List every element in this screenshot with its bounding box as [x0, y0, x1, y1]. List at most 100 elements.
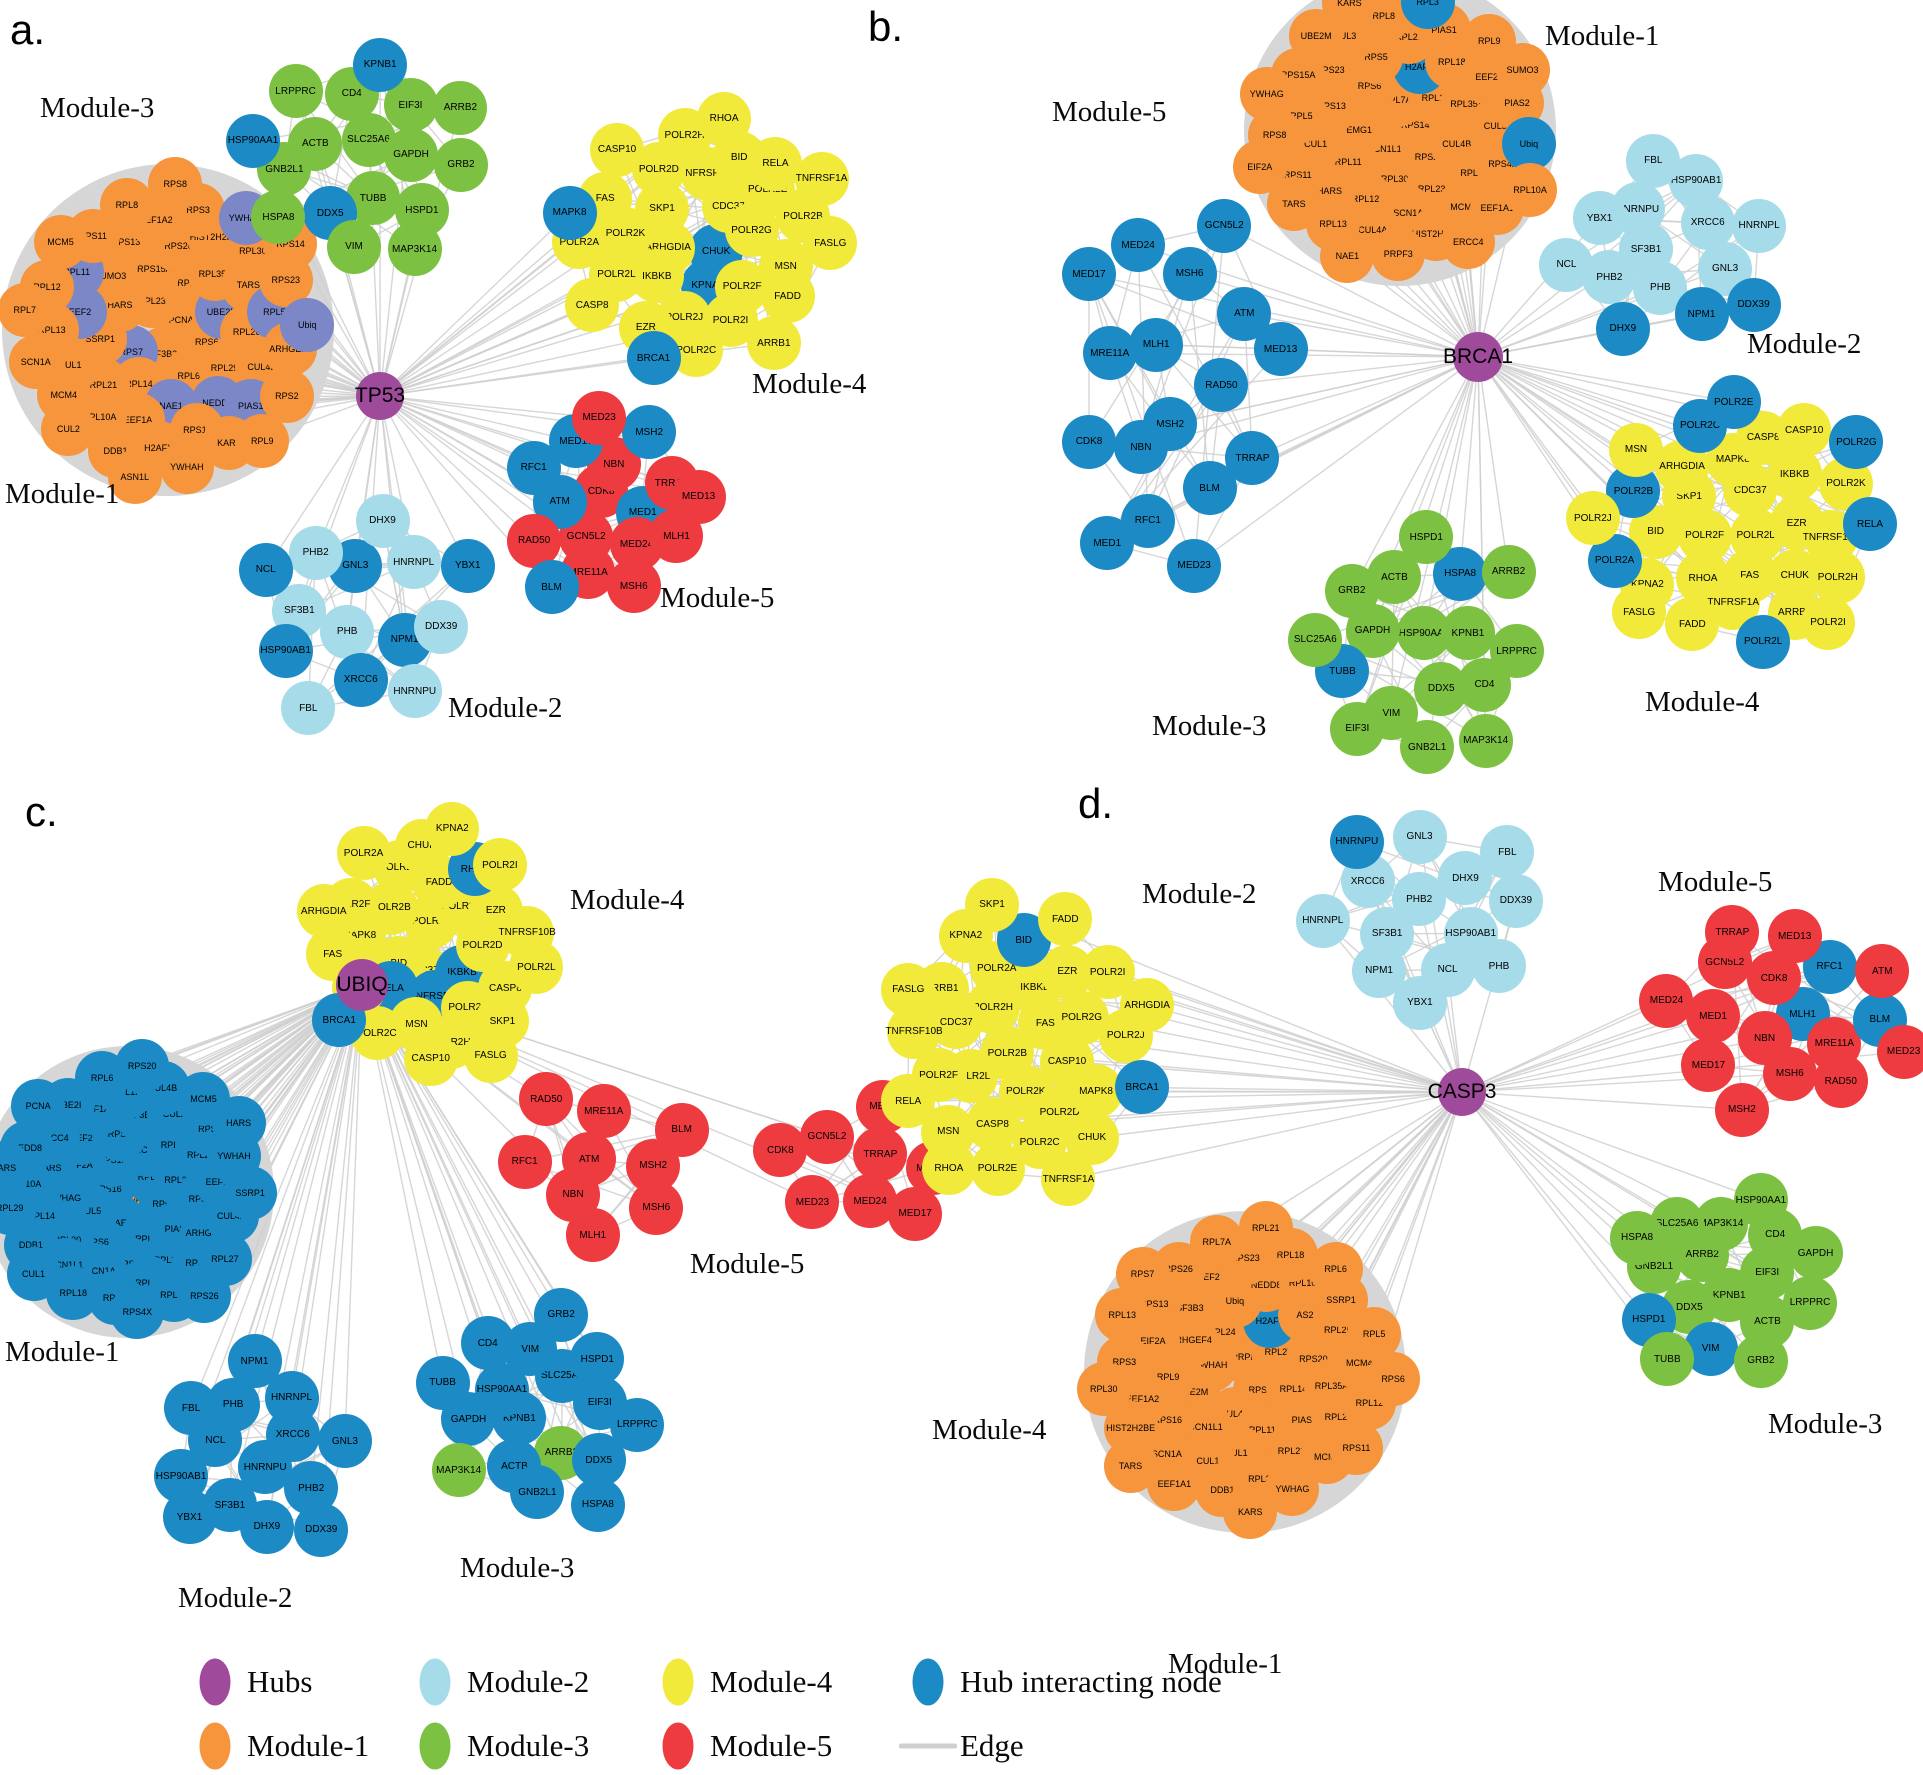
gene-node[interactable]: RAD50 — [507, 513, 562, 568]
gene-node[interactable]: MSH6 — [606, 559, 661, 614]
gene-node[interactable]: RAD50 — [519, 1072, 574, 1127]
gene-node[interactable]: MED1 — [1686, 989, 1741, 1044]
gene-node[interactable]: TARS — [1266, 176, 1321, 231]
gene-node[interactable]: POLR2E — [1706, 375, 1761, 430]
gene-node[interactable]: POLR2J — [1565, 491, 1620, 546]
gene-node[interactable]: MSH6 — [1162, 246, 1217, 301]
gene-node[interactable]: FADD — [760, 269, 815, 324]
gene-node[interactable]: HSPA8 — [1610, 1210, 1665, 1265]
gene-node[interactable]: KPNA2 — [425, 801, 480, 856]
gene-node[interactable]: RPL6 — [1308, 1241, 1363, 1296]
gene-node[interactable]: ERCC4 — [1441, 215, 1496, 270]
gene-node[interactable]: CASP8 — [565, 278, 620, 333]
gene-node[interactable]: RPL7 — [0, 283, 52, 338]
gene-node[interactable]: GAPDH — [384, 127, 439, 182]
gene-node[interactable]: GNB2L1 — [510, 1465, 565, 1520]
gene-node[interactable]: DDX39 — [294, 1502, 349, 1557]
gene-node[interactable]: CASP10 — [1777, 403, 1832, 458]
gene-node[interactable]: FBL — [164, 1381, 219, 1436]
gene-node[interactable]: DHX9 — [355, 493, 410, 548]
gene-node[interactable]: MED13 — [1767, 909, 1822, 964]
gene-node[interactable]: RPL7A — [1189, 1214, 1244, 1269]
gene-node[interactable]: CASP10 — [590, 122, 645, 177]
gene-node[interactable]: RPL10A — [1503, 163, 1558, 218]
gene-node[interactable]: LRPPRC — [268, 64, 323, 118]
gene-node[interactable]: GNL3 — [1392, 809, 1447, 864]
gene-node[interactable]: RELA — [881, 1074, 936, 1129]
gene-node[interactable]: GCN5L2 — [1197, 198, 1252, 253]
gene-node[interactable]: ARHGDIA — [1120, 978, 1175, 1033]
gene-node[interactable]: MSH2 — [1714, 1082, 1769, 1137]
gene-node[interactable]: NPM1 — [1674, 287, 1729, 341]
gene-node[interactable]: EIF2A — [1232, 140, 1287, 195]
gene-node[interactable]: GNB2L1 — [1400, 720, 1455, 775]
gene-node[interactable]: TARS — [1103, 1438, 1158, 1493]
gene-node[interactable]: TUBB — [1640, 1332, 1695, 1386]
gene-node[interactable]: CUL2 — [41, 402, 96, 456]
gene-node[interactable]: TNFRSF1A — [1041, 1152, 1096, 1207]
gene-node[interactable]: FADD — [1038, 892, 1093, 947]
gene-node[interactable]: TRRAP — [1225, 431, 1280, 486]
gene-node[interactable]: GRB2 — [1733, 1333, 1788, 1388]
gene-node[interactable]: DDX39 — [1488, 873, 1543, 928]
gene-node[interactable]: MAP3K14 — [387, 222, 442, 277]
gene-node[interactable]: NCL — [238, 542, 293, 597]
gene-node[interactable]: HNRNPL — [1732, 198, 1787, 253]
gene-node[interactable]: GRB2 — [433, 137, 488, 192]
gene-node[interactable]: MED23 — [1167, 538, 1222, 593]
gene-node[interactable]: SUMO3 — [1495, 43, 1550, 98]
gene-node[interactable]: HSPA8 — [570, 1477, 625, 1532]
gene-node[interactable]: CDK8 — [753, 1123, 808, 1178]
gene-node[interactable]: SCN1A — [8, 335, 63, 390]
gene-node[interactable]: MED13 — [1253, 322, 1308, 377]
gene-node[interactable]: FASLG — [803, 216, 858, 271]
gene-node[interactable]: MED17 — [888, 1186, 943, 1241]
gene-node[interactable]: NAE1 — [1320, 228, 1375, 283]
hub-node-tp53[interactable] — [356, 372, 404, 420]
gene-node[interactable]: GRB2 — [1324, 563, 1379, 618]
gene-node[interactable]: KPNB1 — [1440, 606, 1495, 661]
gene-node[interactable]: CASP10 — [403, 1031, 458, 1086]
gene-node[interactable]: DDX39 — [414, 599, 469, 654]
gene-node[interactable]: FBL — [281, 681, 336, 736]
gene-node[interactable]: MAPK8 — [542, 185, 597, 240]
gene-node[interactable]: BLM — [654, 1102, 709, 1157]
gene-node[interactable]: VIM — [327, 219, 381, 274]
gene-node[interactable]: GCN5L2 — [800, 1109, 854, 1164]
gene-node[interactable]: RPS6 — [1366, 1352, 1421, 1407]
gene-node[interactable]: MSN — [1609, 422, 1663, 477]
gene-node[interactable]: YBX1 — [1572, 191, 1627, 246]
gene-node[interactable]: DDX39 — [1726, 277, 1781, 332]
gene-node[interactable]: YBX1 — [1392, 975, 1447, 1030]
gene-node[interactable]: YBX1 — [162, 1490, 217, 1545]
gene-node[interactable]: BRCA1 — [626, 331, 681, 386]
gene-node[interactable]: RPL9 — [235, 414, 290, 469]
gene-node[interactable]: MED13 — [671, 469, 726, 524]
gene-node[interactable]: ARRB2 — [1481, 544, 1536, 599]
gene-node[interactable]: MCM5 — [33, 214, 88, 269]
gene-node[interactable]: BLM — [524, 560, 579, 615]
gene-node[interactable]: HNRNPU — [1329, 814, 1384, 869]
gene-node[interactable]: ATM — [1855, 944, 1910, 999]
gene-node[interactable]: HNRNPL — [1295, 893, 1350, 948]
gene-node[interactable]: HSP90AA1 — [1733, 1173, 1788, 1228]
gene-node[interactable]: HSPD1 — [570, 1332, 625, 1387]
gene-node[interactable]: DHX9 — [239, 1499, 294, 1554]
gene-node[interactable]: TRRAP — [1705, 905, 1760, 960]
gene-node[interactable]: HSPD1 — [1399, 510, 1454, 565]
gene-node[interactable]: PCNA — [11, 1079, 66, 1134]
gene-node[interactable]: POLR2L — [1736, 614, 1791, 669]
gene-node[interactable]: RPS11 — [1329, 1421, 1384, 1476]
gene-node[interactable]: MED17 — [1681, 1038, 1736, 1093]
gene-node[interactable]: ACTB — [288, 116, 343, 171]
gene-node[interactable]: MED24 — [1639, 973, 1694, 1028]
gene-node[interactable]: KARS — [1223, 1485, 1278, 1540]
gene-node[interactable]: NPM1 — [227, 1334, 282, 1389]
gene-node[interactable]: HARS — [211, 1095, 266, 1150]
gene-node[interactable]: FBL — [1480, 825, 1535, 880]
gene-node[interactable]: GAPDH — [1788, 1226, 1843, 1281]
gene-node[interactable]: POLR2L — [509, 940, 564, 995]
gene-node[interactable]: CUL1 — [6, 1247, 61, 1302]
gene-node[interactable]: Ubiq — [1501, 116, 1556, 171]
gene-node[interactable]: ARRB1 — [746, 316, 801, 371]
